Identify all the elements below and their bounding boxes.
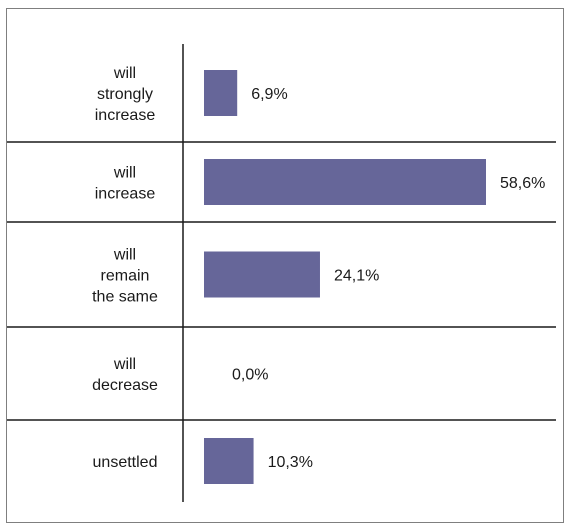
value-label: 58,6% bbox=[500, 175, 545, 192]
value-label: 6,9% bbox=[251, 86, 287, 103]
category-label: will increase bbox=[95, 165, 156, 203]
category-label: unsettled bbox=[93, 454, 158, 471]
category-label: will decrease bbox=[92, 356, 158, 394]
category-label-line: remain bbox=[101, 268, 150, 285]
category-label-line: unsettled bbox=[93, 454, 158, 471]
category-label-line: will bbox=[113, 65, 136, 82]
category-labels: will strongly increase will increase will rema… bbox=[92, 65, 158, 471]
bar bbox=[204, 438, 254, 484]
bar bbox=[204, 159, 486, 205]
category-label-line: will bbox=[113, 356, 136, 373]
category-label: will remain the same bbox=[92, 247, 158, 306]
value-label: 0,0% bbox=[232, 367, 268, 384]
bars bbox=[204, 70, 486, 484]
category-label-line: increase bbox=[95, 186, 156, 203]
value-label: 10,3% bbox=[268, 454, 313, 471]
bar bbox=[204, 70, 238, 116]
category-label: will strongly increase bbox=[95, 65, 156, 124]
category-label-line: increase bbox=[95, 107, 156, 124]
value-labels: 6,9% 58,6% 24,1% 0,0% 10,3% bbox=[232, 86, 545, 471]
category-label-line: will bbox=[113, 165, 136, 182]
bar bbox=[204, 251, 320, 298]
category-label-line: decrease bbox=[92, 377, 158, 394]
category-label-line: strongly bbox=[97, 86, 153, 103]
category-label-line: will bbox=[113, 247, 136, 264]
row-separators bbox=[7, 141, 556, 421]
value-label: 24,1% bbox=[334, 268, 379, 285]
category-label-line: the same bbox=[92, 289, 158, 306]
